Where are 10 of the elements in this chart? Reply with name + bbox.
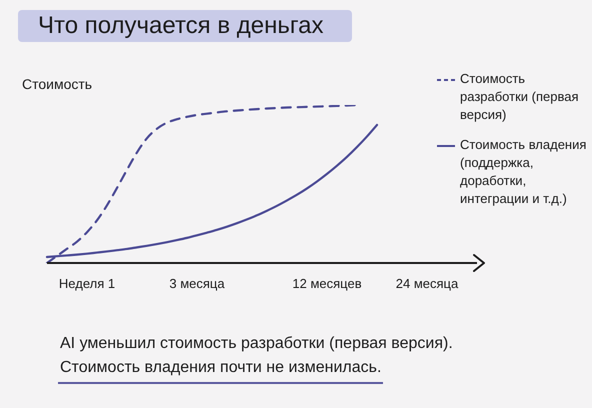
- x-tick-label: 3 месяца: [169, 276, 226, 292]
- x-tick-label: Неделя 1: [58, 276, 116, 292]
- legend-label: Стоимость владения (поддержка, доработки, интеграции и т.д.): [460, 136, 588, 208]
- text: AI уменьшил стоимость разработки (первая версия).: [60, 335, 453, 352]
- text: Стоимость владения почти не изменилась.: [60, 359, 382, 376]
- x-tick-label: 12 месяцев: [292, 276, 362, 292]
- chart-title: Что получается в деньгах: [38, 12, 324, 40]
- x-tick-label: 24 месяца: [396, 276, 459, 292]
- legend-label: Стоимость разработки (первая версия): [460, 70, 580, 124]
- y-axis-title: Стоимость: [22, 76, 92, 92]
